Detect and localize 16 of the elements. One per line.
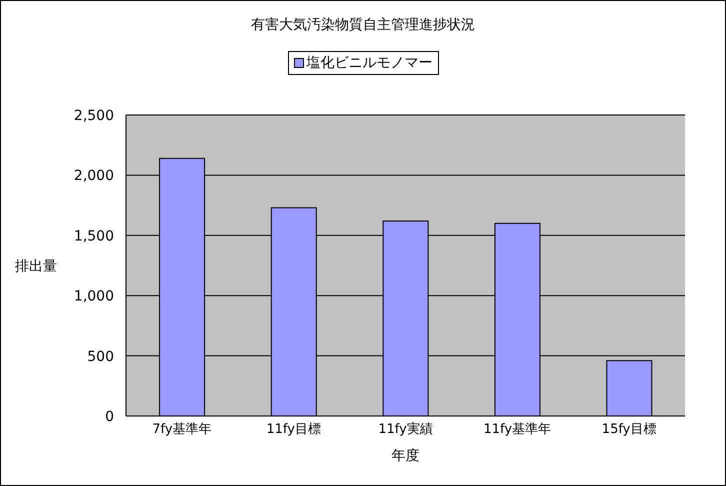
x-tick-label: 7fy基準年 — [152, 422, 212, 438]
bar — [606, 360, 652, 416]
x-tick-label: 11fy基準年 — [484, 422, 552, 438]
x-tick-label: 15fy目標 — [602, 422, 656, 438]
x-tick-label: 11fy目標 — [266, 422, 321, 438]
y-tick-label: 1,000 — [74, 288, 114, 305]
legend-label: 塩化ビニルモノマー — [306, 54, 432, 72]
x-axis-title: 年度 — [392, 448, 420, 464]
y-tick-label: 2,000 — [74, 168, 114, 184]
y-tick-label: 500 — [87, 348, 114, 365]
y-tick-label: 0 — [105, 408, 114, 425]
y-axis-title: 排出量 — [15, 258, 57, 274]
y-tick-label: 2,500 — [74, 108, 114, 124]
chart-title: 有害大気汚染物質自主管理進捗状況 — [250, 16, 476, 34]
y-tick-label: 1,500 — [74, 228, 114, 244]
x-tick-label: 11fy実績 — [378, 421, 433, 438]
